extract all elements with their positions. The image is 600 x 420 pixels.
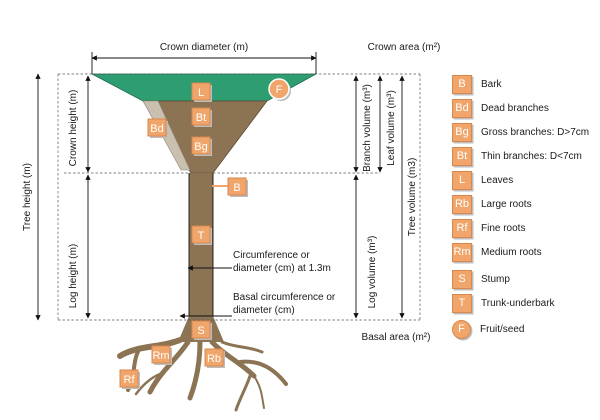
legend-item-fine-roots: Rf Fine roots	[452, 218, 525, 238]
legend-item-stump: S Stump	[452, 269, 510, 289]
legend-label: Medium roots	[481, 246, 542, 258]
legend-badge: Bd	[452, 98, 472, 118]
svg-text:Rm: Rm	[152, 350, 169, 362]
log-volume-label: Log volume (m³)	[367, 236, 378, 309]
svg-text:B: B	[233, 182, 240, 194]
legend-item-trunk-underbark: T Trunk-underbark	[452, 293, 555, 313]
svg-text:Bd: Bd	[150, 123, 163, 135]
circumference-label-1: Circumference or	[233, 250, 310, 261]
crown-height-label: Crown height (m)	[68, 90, 79, 167]
legend-label: Bark	[481, 78, 502, 90]
legend-label: Gross branches: D>7cm	[481, 126, 590, 138]
legend-item-gross-branches: Bg Gross branches: D>7cm	[452, 122, 589, 142]
basal-area-label: Basal area (m²)	[362, 332, 431, 343]
legend-item-fruit-seed: F Fruit/seed	[452, 319, 524, 339]
legend-label: Stump	[481, 273, 510, 285]
leaf-volume-label: Leaf volume (m³)	[386, 90, 397, 166]
badge-Rm: Rm	[151, 345, 172, 365]
legend-badge: L	[452, 170, 472, 190]
legend-item-dead-branches: Bd Dead branches	[452, 98, 549, 118]
svg-text:T: T	[198, 230, 205, 242]
legend-badge: Rf	[452, 218, 472, 238]
legend-badge: B	[452, 74, 472, 94]
basal-circumference-label-2: diameter (cm)	[233, 305, 295, 316]
legend-item-medium-roots: Rm Medium roots	[452, 242, 542, 262]
crown-area-label: Crown area (m²)	[368, 42, 441, 53]
tree-volume-label: Tree volume (m3)	[407, 158, 418, 237]
log-height-label: Log height (m)	[68, 244, 79, 308]
legend-label: Thin branches: D<7cm	[481, 150, 582, 162]
badge-Bd: Bd	[147, 118, 168, 138]
svg-text:S: S	[197, 325, 204, 337]
legend-item-large-roots: Rb Large roots	[452, 194, 532, 214]
badge-L: L	[191, 82, 212, 102]
root-system	[117, 337, 288, 412]
legend-label: Trunk-underbark	[481, 297, 555, 309]
tree-height-label: Tree height (m)	[22, 163, 33, 231]
svg-text:Bt: Bt	[196, 112, 206, 124]
legend-badge-circle: F	[452, 319, 471, 339]
badge-T: T	[191, 225, 212, 245]
badge-Rb: Rb	[204, 348, 225, 368]
badge-Bg: Bg	[191, 136, 212, 156]
circumference-label-2: diameter (cm) at 1.3m	[233, 263, 331, 274]
badge-Bt: Bt	[191, 107, 212, 127]
legend-label: Large roots	[481, 198, 532, 210]
legend-label: Leaves	[481, 174, 514, 186]
legend-badge: Bt	[452, 146, 472, 166]
badge-B: B	[212, 177, 248, 197]
svg-text:F: F	[276, 84, 283, 96]
legend-badge: Bg	[452, 122, 472, 142]
crown-diameter-label: Crown diameter (m)	[160, 42, 248, 53]
legend-badge: Rm	[452, 242, 472, 262]
badge-S: S	[191, 320, 212, 340]
legend-badge: T	[452, 293, 472, 313]
legend-item-leaves: L Leaves	[452, 170, 513, 190]
legend-label: Dead branches	[481, 102, 549, 114]
branch-volume-label: Branch volume (m³)	[362, 84, 373, 172]
svg-text:Rb: Rb	[207, 353, 221, 365]
badge-Rf: Rf	[119, 369, 140, 389]
basal-circumference-label-1: Basal circumference or	[233, 292, 336, 303]
svg-text:Bg: Bg	[194, 141, 207, 153]
legend-badge: S	[452, 269, 472, 289]
legend-badge: Rb	[452, 194, 472, 214]
svg-text:L: L	[198, 87, 204, 99]
legend-item-bark: B Bark	[452, 74, 502, 94]
badge-F: F	[268, 78, 291, 101]
legend-label: Fruit/seed	[480, 323, 525, 335]
svg-text:Rf: Rf	[124, 374, 136, 386]
legend-item-thin-branches: Bt Thin branches: D<7cm	[452, 146, 582, 166]
legend-label: Fine roots	[481, 222, 526, 234]
